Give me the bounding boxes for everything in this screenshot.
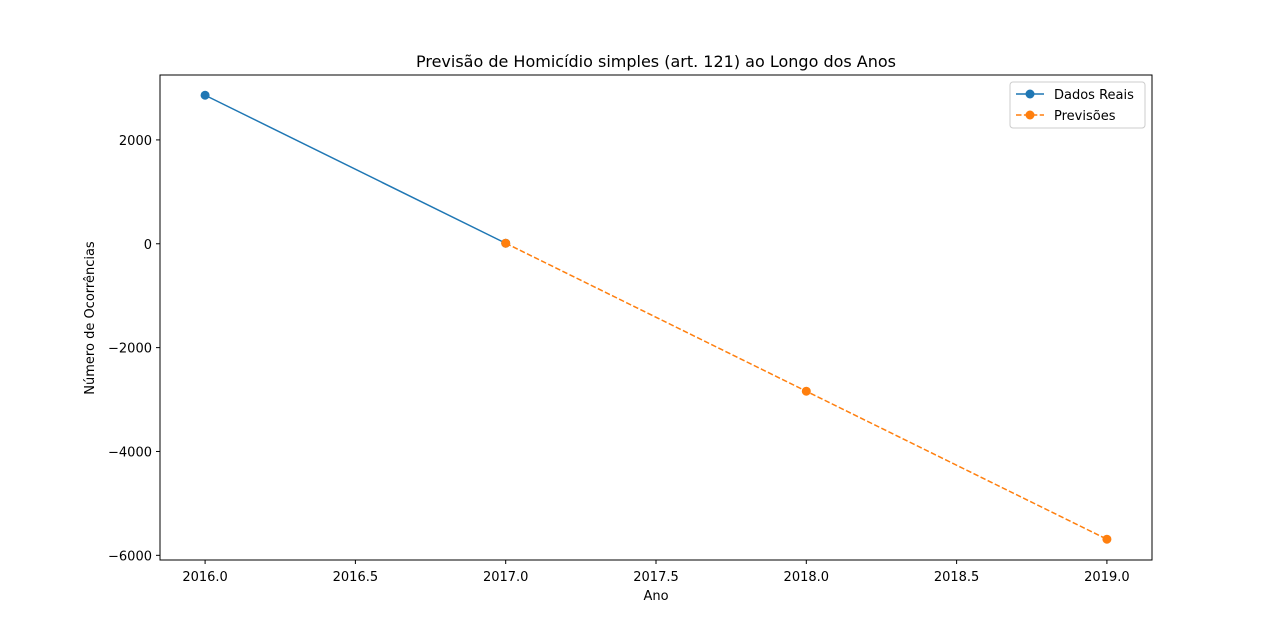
x-axis-label: Ano xyxy=(643,589,668,604)
y-axis-label: Número de Ocorrências xyxy=(83,241,98,395)
x-tick-label: 2019.0 xyxy=(1084,570,1130,585)
legend-marker-dados-reais xyxy=(1025,89,1035,99)
series-layer xyxy=(200,90,1112,544)
legend-label-dados-reais: Dados Reais xyxy=(1054,88,1134,103)
x-tick-label: 2017.0 xyxy=(483,570,529,585)
x-tick-label: 2018.5 xyxy=(934,570,980,585)
data-point-previsoes xyxy=(501,238,511,248)
y-tick-label: −4000 xyxy=(108,445,152,460)
legend-label-previsoes: Previsões xyxy=(1054,109,1116,124)
x-tick-label: 2017.5 xyxy=(633,570,679,585)
y-tick-label: 0 xyxy=(144,238,152,253)
chart-title: Previsão de Homicídio simples (art. 121)… xyxy=(416,52,896,71)
data-point-dados-reais xyxy=(200,90,210,100)
y-tick-label: 2000 xyxy=(119,134,152,149)
y-axis: 2000 0 −2000 −4000 −6000 xyxy=(108,134,160,564)
legend: Dados Reais Previsões xyxy=(1009,81,1146,129)
x-tick-label: 2016.5 xyxy=(333,570,379,585)
x-tick-label: 2016.0 xyxy=(182,570,228,585)
legend-marker-previsoes xyxy=(1025,110,1035,120)
data-point-previsoes xyxy=(801,386,811,396)
data-point-previsoes xyxy=(1102,534,1112,544)
series-line-dados-reais xyxy=(204,94,507,244)
x-axis: 2016.0 2016.5 2017.0 2017.5 2018.0 2018.5 2019… xyxy=(182,560,1130,585)
y-tick-label: −6000 xyxy=(108,549,152,564)
y-tick-label: −2000 xyxy=(108,342,152,357)
x-tick-label: 2018.0 xyxy=(784,570,830,585)
